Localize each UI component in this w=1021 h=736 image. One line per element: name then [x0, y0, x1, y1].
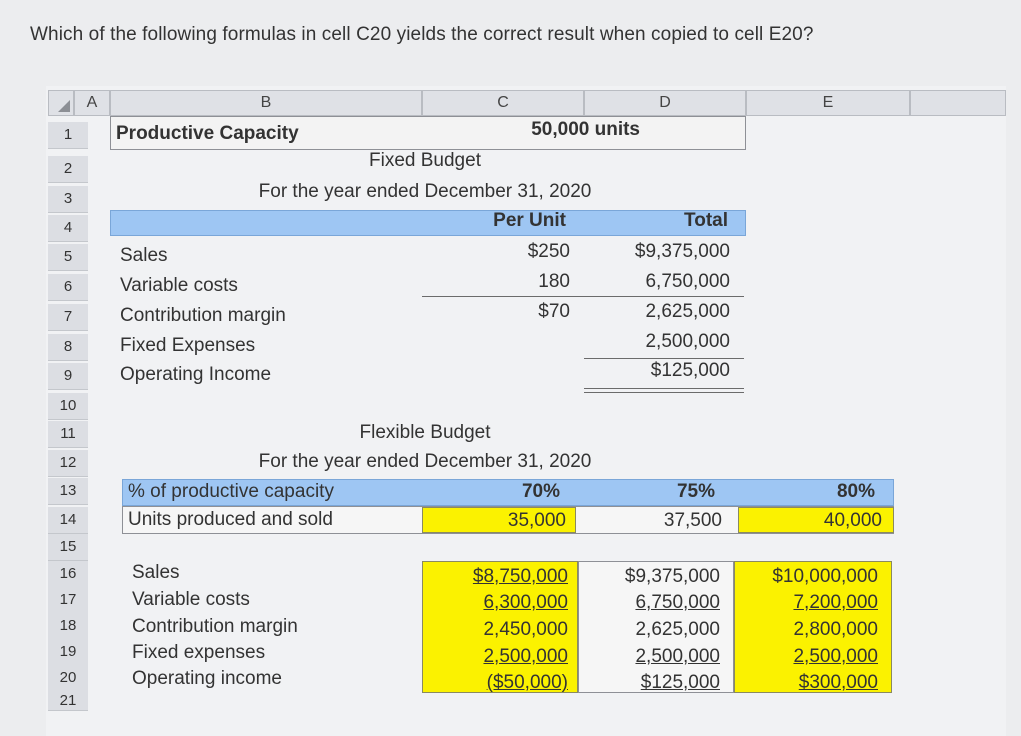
fixed-sales-label[interactable]: Sales — [120, 245, 168, 266]
flex-variable-costs-75[interactable]: 6,750,000 — [635, 592, 720, 613]
row-header-3[interactable]: 3 — [48, 186, 88, 213]
flex-c-block — [422, 561, 578, 693]
flex-sales-80[interactable]: $10,000,000 — [772, 566, 878, 587]
row-header-21[interactable]: 21 — [48, 691, 88, 711]
flex-contribution-margin-80[interactable]: 2,800,000 — [793, 619, 878, 640]
row-header-7[interactable]: 7 — [48, 304, 88, 331]
flex-contribution-margin-70[interactable]: 2,450,000 — [483, 619, 568, 640]
row-header-11[interactable]: 11 — [48, 421, 88, 448]
row-header-12[interactable]: 12 — [48, 450, 88, 477]
row-header-18[interactable]: 18 — [48, 613, 88, 640]
flex-contribution-margin-label[interactable]: Contribution margin — [132, 616, 298, 637]
column-header-c[interactable]: C — [422, 90, 584, 116]
flex-capacity-75[interactable]: 75% — [676, 481, 715, 502]
row-header-1[interactable]: 1 — [48, 122, 88, 149]
column-header-b[interactable]: B — [110, 90, 422, 116]
row-header-19[interactable]: 19 — [48, 639, 88, 666]
fixed-contribution-margin-per-unit[interactable]: $70 — [538, 301, 570, 322]
question-text: Which of the following formulas in cell … — [30, 24, 814, 45]
row-header-2[interactable]: 2 — [48, 156, 88, 183]
fixed-variable-costs-total[interactable]: 6,750,000 — [645, 271, 730, 292]
flex-variable-costs-label[interactable]: Variable costs — [132, 589, 250, 610]
row-header-17[interactable]: 17 — [48, 587, 88, 614]
row-header-20[interactable]: 20 — [48, 665, 88, 692]
fixed-sales-total[interactable]: $9,375,000 — [634, 241, 730, 262]
fixed-variable-underline — [422, 296, 744, 297]
fixed-sales-per-unit[interactable]: $250 — [527, 241, 570, 262]
flex-units-c-cell — [422, 507, 576, 533]
fixed-budget-title[interactable]: Fixed Budget — [369, 150, 481, 171]
fixed-variable-costs-label[interactable]: Variable costs — [120, 275, 238, 296]
fixed-contribution-margin-label[interactable]: Contribution margin — [120, 305, 286, 326]
flex-capacity-80[interactable]: 80% — [836, 481, 875, 502]
fixed-total-header[interactable]: Total — [684, 210, 728, 231]
flex-units-40000[interactable]: 40,000 — [823, 510, 882, 531]
column-header-e[interactable]: E — [746, 90, 910, 116]
flex-e-block — [734, 561, 892, 693]
flex-capacity-label[interactable]: % of productive capacity — [128, 481, 334, 502]
select-all-corner[interactable] — [48, 90, 74, 116]
capacity-row-box — [110, 116, 746, 150]
flex-units-e-cell — [738, 507, 894, 533]
row-header-6[interactable]: 6 — [48, 274, 88, 301]
flex-fixed-expenses-75[interactable]: 2,500,000 — [635, 646, 720, 667]
flex-fixed-expenses-70[interactable]: 2,500,000 — [483, 646, 568, 667]
flex-operating-income-80[interactable]: $300,000 — [798, 672, 878, 693]
fixed-expenses-label[interactable]: Fixed Expenses — [120, 335, 256, 356]
flex-capacity-band — [122, 479, 894, 506]
column-header-spacer — [910, 90, 1006, 116]
fixed-expenses-underline — [584, 358, 744, 359]
row-header-13[interactable]: 13 — [48, 478, 88, 505]
flex-contribution-margin-75[interactable]: 2,625,000 — [635, 619, 720, 640]
fixed-per-unit-header[interactable]: Per Unit — [493, 210, 566, 231]
flex-units-label[interactable]: Units produced and sold — [128, 509, 333, 530]
flex-sales-label[interactable]: Sales — [132, 562, 180, 583]
productive-capacity-label[interactable]: Productive Capacity — [116, 123, 299, 144]
fixed-operating-income-label[interactable]: Operating Income — [120, 364, 272, 385]
flex-capacity-70[interactable]: 70% — [521, 481, 560, 502]
fixed-expenses-total[interactable]: 2,500,000 — [645, 331, 730, 352]
row-header-4[interactable]: 4 — [48, 215, 88, 242]
row-header-8[interactable]: 8 — [48, 334, 88, 361]
flex-operating-income-75[interactable]: $125,000 — [640, 672, 720, 693]
flex-fixed-expenses-label[interactable]: Fixed expenses — [132, 642, 266, 663]
select-all-icon — [58, 100, 70, 112]
column-header-d[interactable]: D — [584, 90, 746, 116]
flexible-budget-title[interactable]: Flexible Budget — [359, 422, 491, 443]
flex-variable-costs-80[interactable]: 7,200,000 — [793, 592, 878, 613]
fixed-budget-subtitle[interactable]: For the year ended December 31, 2020 — [258, 181, 592, 202]
flex-units-35000[interactable]: 35,000 — [507, 510, 566, 531]
fixed-operating-income-total[interactable]: $125,000 — [650, 360, 730, 381]
flex-operating-income-label[interactable]: Operating income — [132, 668, 282, 689]
flex-operating-income-70[interactable]: ($50,000) — [486, 672, 568, 693]
flex-sales-75[interactable]: $9,375,000 — [624, 566, 720, 587]
flexible-budget-subtitle[interactable]: For the year ended December 31, 2020 — [258, 451, 592, 472]
fixed-budget-header-band — [110, 210, 746, 236]
row-header-9[interactable]: 9 — [48, 363, 88, 390]
row-header-16[interactable]: 16 — [48, 561, 88, 588]
fixed-variable-costs-per-unit[interactable]: 180 — [538, 271, 570, 292]
fixed-income-double-underline-1 — [584, 388, 744, 389]
column-header-a[interactable]: A — [74, 90, 110, 116]
flex-fixed-expenses-80[interactable]: 2,500,000 — [793, 646, 878, 667]
flex-units-37500[interactable]: 37,500 — [663, 510, 722, 531]
row-header-14[interactable]: 14 — [48, 507, 88, 534]
flex-d-block — [578, 561, 734, 693]
flex-sales-70[interactable]: $8,750,000 — [472, 566, 568, 587]
fixed-income-double-underline-2 — [584, 392, 744, 393]
row-header-10[interactable]: 10 — [48, 393, 88, 420]
productive-capacity-value[interactable]: 50,000 units — [531, 119, 640, 140]
fixed-contribution-margin-total[interactable]: 2,625,000 — [645, 301, 730, 322]
flex-variable-costs-70[interactable]: 6,300,000 — [483, 592, 568, 613]
row-header-15[interactable]: 15 — [48, 534, 88, 561]
row-header-5[interactable]: 5 — [48, 244, 88, 271]
